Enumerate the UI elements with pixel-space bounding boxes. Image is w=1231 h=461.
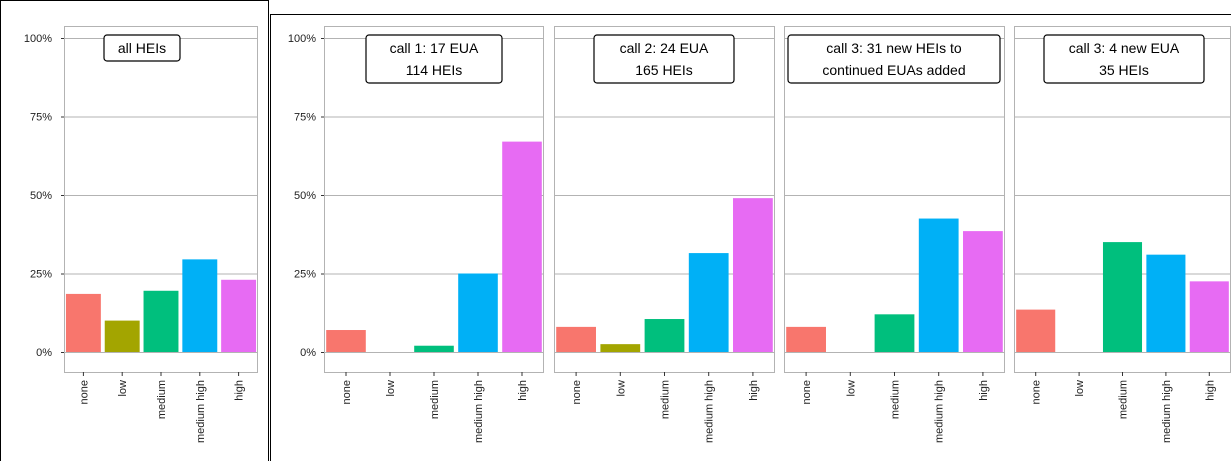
bar-high bbox=[733, 198, 773, 352]
annotation-box bbox=[787, 34, 1001, 84]
x-tick-label: low bbox=[845, 380, 857, 397]
bar-none bbox=[556, 326, 596, 352]
left-image-frame bbox=[0, 0, 269, 461]
bar-medium-high bbox=[688, 253, 729, 352]
annotation-box bbox=[593, 34, 735, 84]
panel-4: none low medium medium high high call 3: 31 n… bbox=[784, 26, 1005, 443]
annotation-text: 114 HEIs bbox=[406, 62, 463, 78]
y-tick-label: 50% bbox=[294, 190, 316, 202]
bar-medium-high bbox=[918, 218, 959, 352]
annotation-text: all HEIs bbox=[118, 40, 166, 56]
x-tick-label: medium high bbox=[934, 380, 946, 443]
annotation-box bbox=[103, 34, 181, 62]
bar-medium bbox=[1102, 242, 1143, 352]
x-tick-label: medium bbox=[429, 380, 441, 419]
annotation-text: continued EUAs added bbox=[822, 62, 965, 78]
x-tick-label: medium bbox=[156, 380, 168, 419]
y-tick-label: 50% bbox=[30, 190, 52, 202]
y-tick-label: 100% bbox=[288, 33, 316, 45]
x-tick-label: none bbox=[801, 380, 813, 404]
bar-medium bbox=[414, 345, 454, 352]
annotation-text: call 2: 24 EUA bbox=[620, 40, 709, 56]
bar-none bbox=[65, 293, 101, 352]
right-image-frame bbox=[270, 14, 1231, 461]
annotation-box bbox=[365, 34, 503, 84]
x-tick-label: medium bbox=[890, 380, 902, 419]
x-tick-label: medium high bbox=[473, 380, 485, 443]
bar-medium-high bbox=[458, 273, 498, 352]
x-tick-label: none bbox=[341, 380, 353, 404]
annotation-text: call 1: 17 EUA bbox=[390, 40, 479, 56]
bar-medium bbox=[143, 290, 179, 352]
bar-medium bbox=[874, 314, 915, 352]
bar-medium-high bbox=[1146, 254, 1186, 352]
x-tick-label: high bbox=[978, 380, 990, 401]
bar-low bbox=[104, 320, 140, 352]
x-tick-label: low bbox=[1074, 380, 1086, 397]
y-tick-label: 25% bbox=[30, 269, 52, 281]
x-tick-label: medium high bbox=[195, 380, 207, 443]
x-tick-label: none bbox=[1031, 380, 1043, 404]
bar-none bbox=[326, 330, 366, 352]
x-tick-label: high bbox=[234, 380, 246, 401]
x-tick-label: medium high bbox=[704, 380, 716, 443]
bar-medium bbox=[644, 319, 685, 352]
bar-high bbox=[221, 279, 257, 352]
annotation-text: 35 HEIs bbox=[1099, 62, 1149, 78]
x-tick-label: none bbox=[78, 380, 90, 404]
y-tick-label: 0% bbox=[36, 347, 52, 359]
x-tick-label: low bbox=[615, 380, 627, 397]
y-tick-label: 0% bbox=[300, 347, 316, 359]
bar-high bbox=[502, 141, 542, 352]
y-tick-label: 75% bbox=[30, 112, 52, 124]
annotation-text: 165 HEIs bbox=[635, 62, 693, 78]
annotation-text: call 3: 4 new EUA bbox=[1069, 40, 1180, 56]
x-tick-label: medium bbox=[660, 380, 672, 419]
x-tick-label: high bbox=[748, 380, 760, 401]
panel-1: 0% 25% 50% 75% 100% none low medium medium high h… bbox=[24, 26, 258, 443]
bar-low bbox=[600, 344, 641, 352]
bar-high bbox=[963, 231, 1003, 352]
x-tick-label: low bbox=[385, 380, 397, 397]
x-tick-label: medium high bbox=[1161, 380, 1173, 443]
annotation-text: call 3: 31 new HEIs to bbox=[826, 40, 962, 56]
y-tick-label: 75% bbox=[294, 112, 316, 124]
bar-none bbox=[786, 326, 826, 352]
panel-3: none low medium medium high high call 2: 24 E… bbox=[554, 26, 775, 443]
panel-5: none low medium medium high high call 3: 4 ne… bbox=[1014, 26, 1231, 443]
x-tick-label: none bbox=[571, 380, 583, 404]
panel-2: 0% 25% 50% 75% 100% none low medium medium high h… bbox=[288, 26, 544, 443]
x-tick-label: high bbox=[1204, 380, 1216, 401]
y-tick-label: 100% bbox=[24, 33, 52, 45]
x-tick-label: medium bbox=[1118, 380, 1130, 419]
x-tick-label: low bbox=[117, 380, 129, 397]
bar-high bbox=[1189, 281, 1229, 352]
bar-medium-high bbox=[182, 259, 218, 352]
x-tick-label: high bbox=[517, 380, 529, 401]
bar-none bbox=[1016, 309, 1056, 352]
annotation-box bbox=[1043, 34, 1205, 84]
y-tick-label: 25% bbox=[294, 269, 316, 281]
